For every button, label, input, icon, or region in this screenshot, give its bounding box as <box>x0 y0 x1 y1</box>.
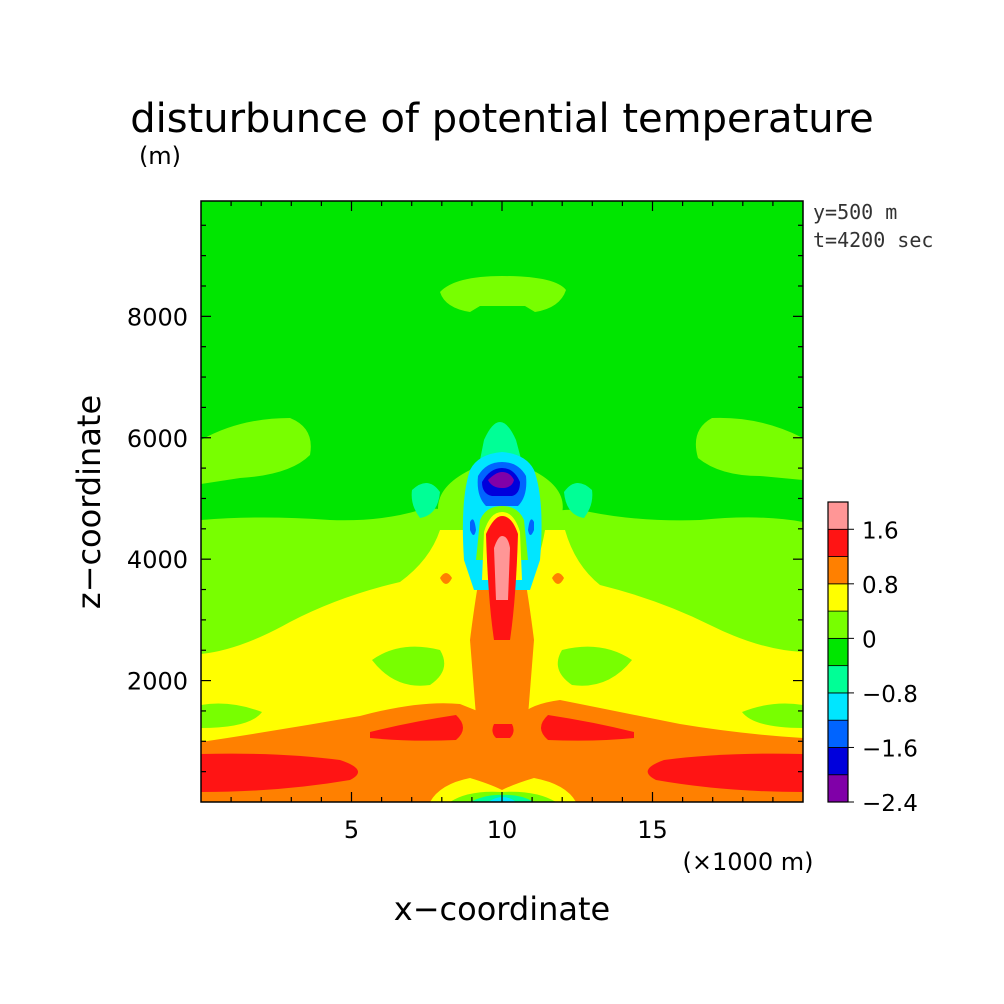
y-tick-label: 2000 <box>127 668 188 696</box>
x-tick-label: 5 <box>344 816 359 844</box>
colorbar-swatch <box>827 637 849 667</box>
colorbar-swatch <box>827 556 849 585</box>
colorbar-label: −0.8 <box>862 682 918 708</box>
contour-region <box>742 703 803 728</box>
chart-title: disturbunce of potential temperature <box>130 96 874 142</box>
annotation-y-position: y=500 m <box>813 200 897 224</box>
colorbar-swatch <box>827 528 849 557</box>
colorbar-swatch <box>827 719 849 748</box>
contour-region <box>440 276 566 312</box>
contour-region <box>201 753 358 792</box>
colorbar-swatch <box>827 747 849 776</box>
y-tick-label: 8000 <box>127 303 188 331</box>
colorbar-swatch <box>827 501 849 530</box>
contour-region <box>201 703 262 728</box>
contour-region <box>492 724 514 738</box>
colorbar-label: 0.8 <box>862 573 899 599</box>
x-tick-label: 15 <box>637 816 668 844</box>
colorbar-label: −1.6 <box>862 736 918 762</box>
colorbar-swatch <box>827 610 849 639</box>
colorbar-swatch <box>827 665 849 694</box>
contour-region <box>494 536 510 600</box>
contour-region <box>564 482 593 518</box>
contour-region <box>488 472 514 488</box>
contour-region <box>557 646 632 686</box>
x-axis-title: x−coordinate <box>394 890 610 928</box>
contour-region <box>201 418 311 484</box>
colorbar-swatch <box>827 692 849 721</box>
x-axis-unit: (×1000 m) <box>683 848 814 876</box>
y-tick-label: 6000 <box>127 425 188 453</box>
colorbar-label: 1.6 <box>862 518 899 544</box>
contour-region <box>695 417 803 480</box>
contour-region <box>372 646 445 686</box>
contour-region <box>647 753 803 792</box>
y-tick-label: 4000 <box>127 546 188 574</box>
colorbar-label: 0 <box>862 627 877 653</box>
contour-region <box>470 519 476 535</box>
contour-region <box>528 519 534 535</box>
annotation-time: t=4200 sec <box>813 228 933 252</box>
y-unit-label: (m) <box>139 142 181 170</box>
x-tick-label: 10 <box>487 816 518 844</box>
colorbar-swatch <box>827 774 849 803</box>
contour-region <box>440 573 452 584</box>
y-axis-title: z−coordinate <box>70 395 108 609</box>
plot-area <box>201 201 803 802</box>
contour-region <box>411 482 440 518</box>
colorbar-frame <box>827 501 849 803</box>
contour-region <box>541 715 634 741</box>
colorbar-label: −2.4 <box>862 791 918 817</box>
contour-region <box>552 573 564 584</box>
contour-region <box>370 715 463 741</box>
colorbar: 1.6 0.8 0 −0.8 −1.6 −2.4 <box>827 501 918 817</box>
colorbar-swatch <box>827 583 849 612</box>
